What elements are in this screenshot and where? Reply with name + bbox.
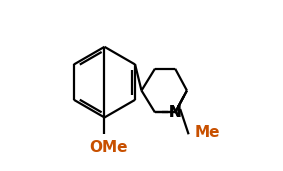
Text: N: N	[169, 105, 181, 120]
Text: Me: Me	[194, 125, 220, 140]
Text: N: N	[169, 105, 181, 120]
Text: OMe: OMe	[89, 140, 128, 155]
